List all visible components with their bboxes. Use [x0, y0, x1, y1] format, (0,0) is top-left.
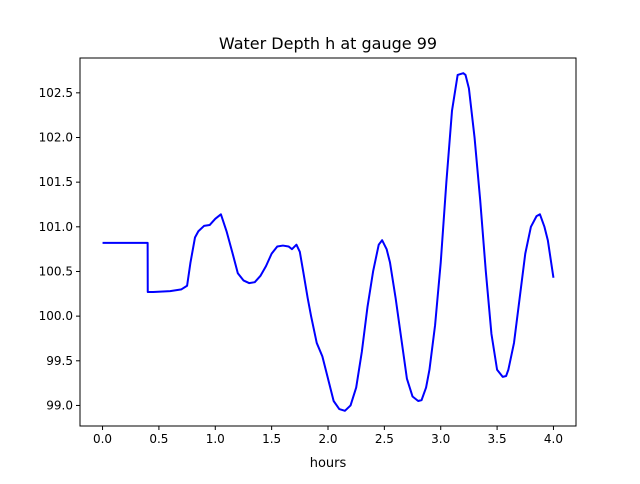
x-axis-label: hours [310, 456, 347, 471]
chart-title: Water Depth h at gauge 99 [219, 34, 437, 53]
x-tick-label: 1.0 [206, 432, 225, 446]
x-tick-label: 3.5 [488, 432, 507, 446]
plot-layer [102, 72, 555, 412]
y-tick-label: 102.5 [39, 86, 73, 100]
x-axis-ticks: 0.0 0.5 1.0 1.5 2.0 2.5 3.0 3.5 4.0 [93, 426, 563, 446]
x-tick-label: 2.0 [318, 432, 337, 446]
x-tick-label: 0.0 [93, 432, 112, 446]
y-tick-label: 100.5 [39, 264, 73, 278]
y-axis-ticks: 99.0 99.5 100.0 100.5 101.0 101.5 102.0 102.5 [39, 86, 80, 412]
x-tick-label: 2.5 [375, 432, 394, 446]
y-tick-label: 100.0 [39, 309, 73, 323]
y-tick-label: 101.5 [39, 175, 73, 189]
y-tick-label: 99.0 [46, 398, 73, 412]
y-tick-label: 102.0 [39, 130, 73, 144]
y-tick-label: 101.0 [39, 220, 73, 234]
x-tick-label: 4.0 [544, 432, 563, 446]
x-tick-label: 0.5 [149, 432, 168, 446]
x-tick-label: 3.0 [431, 432, 450, 446]
x-tick-label: 1.5 [262, 432, 281, 446]
y-tick-label: 99.5 [46, 354, 73, 368]
series-line-0 [102, 72, 555, 412]
